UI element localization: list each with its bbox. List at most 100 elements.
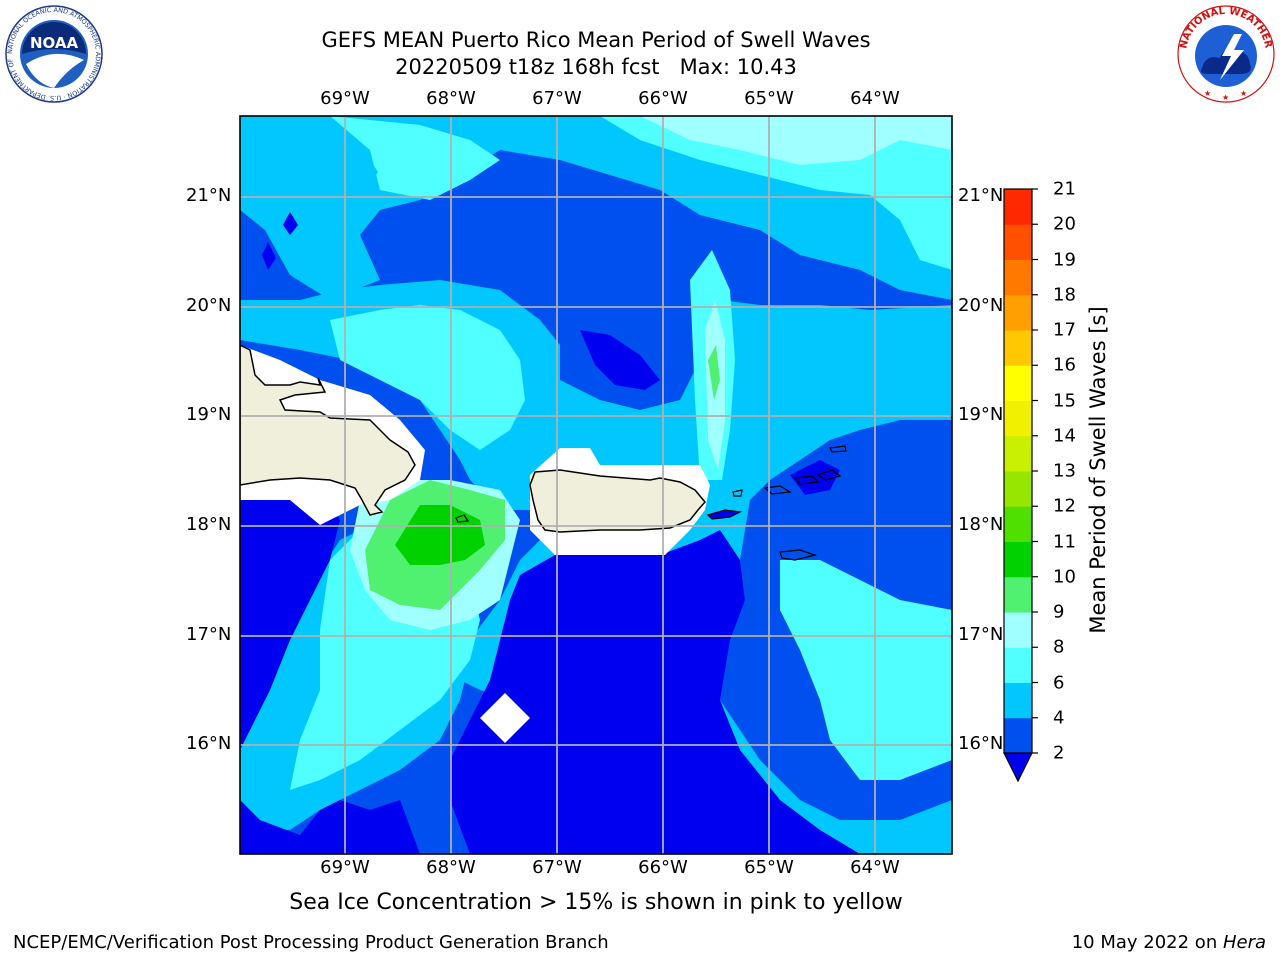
lon-label-bottom: 68°W — [426, 857, 476, 878]
colorbar-swatch — [1004, 647, 1032, 683]
lon-label-top: 68°W — [426, 88, 476, 109]
lon-label-bottom: 64°W — [850, 857, 900, 878]
colorbar-swatch — [1004, 717, 1032, 754]
swell-band-4-6 — [362, 160, 378, 184]
colorbar-swatch — [1004, 682, 1032, 719]
colorbar-tick-label: 4 — [1053, 707, 1065, 729]
noaa-logo-text: NOAA — [30, 34, 79, 52]
lat-label-left: 16°N — [186, 733, 232, 754]
island-virgin — [793, 475, 820, 485]
swell-band-under-2 — [240, 800, 420, 854]
colorbar-extend-under — [1003, 752, 1033, 783]
lon-label-top: 67°W — [532, 88, 582, 109]
map-frame — [239, 115, 953, 855]
island-vieques — [706, 509, 743, 520]
colorbar-tick-label: 20 — [1053, 213, 1076, 235]
colorbar-swatch — [1004, 224, 1032, 260]
colorbar-tick-label: 18 — [1053, 284, 1076, 306]
star-icon: ★ — [1222, 93, 1229, 102]
noaa-logo: NATIONAL OCEANIC AND ATMOSPHERIC ADMINIS… — [4, 4, 103, 103]
swell-band-6-8 — [330, 116, 500, 200]
swell-band-6-8 — [330, 305, 525, 450]
colorbar-tick-label: 16 — [1053, 354, 1076, 376]
swell-band-8-9 — [640, 116, 952, 165]
swell-band-6-8 — [780, 560, 952, 780]
island-virgin — [816, 469, 842, 481]
swell-band-under-2 — [262, 242, 276, 270]
lon-label-bottom: 65°W — [744, 857, 794, 878]
colorbar — [1003, 188, 1038, 783]
colorbar-tick-label: 8 — [1053, 636, 1065, 658]
nws-logo: NATIONAL WEATHER SERVICE ★ ★ ★ — [1176, 4, 1275, 103]
colorbar-swatch — [1004, 506, 1032, 542]
colorbar-swatch — [1004, 189, 1032, 225]
lon-label-bottom: 66°W — [638, 857, 688, 878]
swell-band-10-11 — [395, 505, 485, 565]
colorbar-swatch — [1004, 541, 1032, 578]
colorbar-swatch — [1004, 365, 1032, 401]
colorbar-tick-label: 10 — [1053, 566, 1076, 588]
lat-label-right: 17°N — [958, 624, 1004, 645]
lon-label-top: 64°W — [850, 88, 900, 109]
island-mona — [455, 514, 470, 523]
colorbar-tick-label: 14 — [1053, 425, 1076, 447]
island-small — [732, 489, 743, 497]
colorbar-tick-label: 12 — [1053, 495, 1076, 517]
colorbar-swatch — [1004, 435, 1032, 472]
footer-host: Hera — [1222, 932, 1266, 953]
land-hispaniola — [240, 344, 416, 516]
island-anegada — [829, 445, 847, 453]
island-st-croix — [779, 549, 818, 561]
land-puerto-rico — [529, 469, 706, 533]
lat-label-left: 20°N — [186, 295, 232, 316]
colorbar-swatch — [1004, 330, 1032, 366]
colorbar-tick-label: 11 — [1053, 531, 1076, 552]
lat-label-left: 18°N — [186, 514, 232, 535]
lon-label-top: 69°W — [320, 88, 370, 109]
chart-subtitle: 20220509 t18z 168h fcst Max: 10.43 — [395, 55, 797, 79]
lat-label-right: 21°N — [958, 185, 1004, 206]
swell-band-under-2 — [240, 500, 340, 750]
swell-band-under-2 — [580, 330, 660, 390]
lon-label-top: 66°W — [638, 88, 688, 109]
footer-date: 10 May 2022 on Hera — [1072, 932, 1266, 953]
colorbar-tick-label: 19 — [1053, 249, 1076, 270]
lat-label-right: 16°N — [958, 733, 1004, 754]
colorbar-tick-label: 6 — [1053, 672, 1065, 693]
footer-date-text: 10 May 2022 on — [1071, 932, 1223, 953]
colorbar-tick-label: 17 — [1053, 319, 1076, 341]
lon-label-bottom: 69°W — [320, 857, 370, 878]
lat-label-right: 20°N — [958, 295, 1004, 316]
lat-label-left: 21°N — [186, 185, 232, 206]
footer-branch: NCEP/EMC/Verification Post Processing Pr… — [13, 932, 609, 953]
lat-label-right: 19°N — [958, 404, 1004, 425]
lon-label-bottom: 67°W — [532, 857, 582, 878]
lat-label-right: 18°N — [958, 514, 1004, 535]
land-mask — [480, 693, 530, 743]
lon-label-top: 65°W — [744, 88, 794, 109]
colorbar-title: Mean Period of Swell Waves [s] — [1086, 306, 1110, 634]
colorbar-swatch — [1004, 400, 1032, 437]
colorbar-tick-label: 9 — [1053, 601, 1065, 623]
swell-band-under-2 — [283, 212, 298, 235]
swell-band-9-10 — [708, 345, 720, 400]
colorbar-swatch — [1004, 576, 1032, 613]
gridlines — [240, 116, 952, 854]
lat-label-left: 17°N — [186, 624, 232, 645]
colorbar-tick-label: 15 — [1053, 390, 1076, 411]
sea-ice-note: Sea Ice Concentration > 15% is shown in … — [289, 890, 903, 915]
star-icon: ★ — [1240, 89, 1247, 98]
swell-band-under-2 — [450, 530, 860, 854]
colorbar-tick-label: 2 — [1053, 742, 1065, 764]
lat-label-left: 19°N — [186, 404, 232, 425]
colorbar-tick-label: 21 — [1053, 178, 1076, 200]
colorbar-swatch — [1004, 294, 1032, 331]
colorbar-swatch — [1004, 612, 1032, 648]
colorbar-swatch — [1004, 259, 1032, 296]
colorbar-swatch — [1004, 471, 1032, 507]
swell-band-under-2 — [790, 460, 840, 495]
chart-title: GEFS MEAN Puerto Rico Mean Period of Swe… — [321, 28, 871, 52]
colorbar-tick-label: 13 — [1053, 460, 1076, 482]
